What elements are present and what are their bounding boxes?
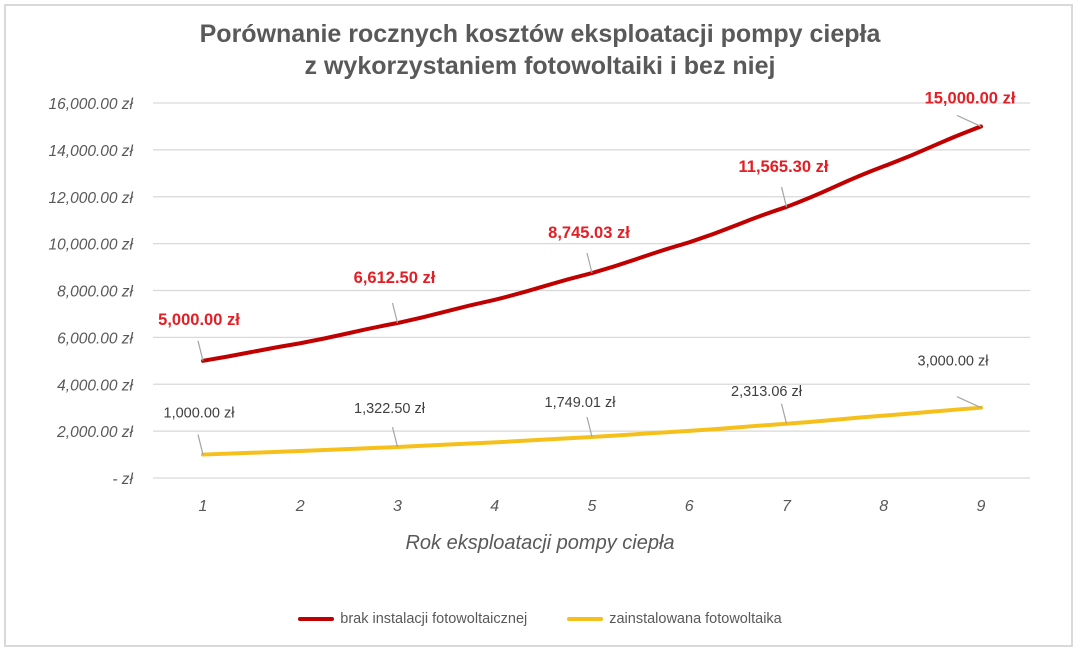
leader-line xyxy=(956,114,982,127)
y-tick-label: 10,000.00 zł xyxy=(49,237,134,254)
data-label: 11,565.30 zł xyxy=(739,158,829,176)
x-axis-title: Rok eksploatacji pompy ciepła xyxy=(405,532,675,554)
series-line-1 xyxy=(201,405,983,457)
x-tick-label: 9 xyxy=(977,498,986,515)
x-tick-label: 4 xyxy=(490,498,499,515)
leader-line xyxy=(586,416,593,438)
x-tick-label: 3 xyxy=(393,498,402,515)
gridlines xyxy=(153,102,1030,479)
y-tick-label: 4,000.00 zł xyxy=(57,377,133,394)
leader-line xyxy=(391,302,399,324)
data-label: 15,000.00 zł xyxy=(925,89,1016,107)
y-tick-label: 8,000.00 zł xyxy=(57,284,133,301)
x-tick-label: 5 xyxy=(588,498,597,515)
data-label: 1,000.00 zł xyxy=(164,406,236,422)
x-tick-label: 6 xyxy=(685,498,694,515)
leader-line xyxy=(586,252,593,274)
y-tick-label: 14,000.00 zł xyxy=(49,143,134,160)
y-tick-label: 16,000.00 zł xyxy=(49,96,134,113)
legend-item-no-pv[interactable]: brak instalacji fotowoltaicznej xyxy=(298,611,527,627)
x-tick-label: 2 xyxy=(295,498,305,515)
legend-label: zainstalowana fotowoltaika xyxy=(609,611,782,627)
y-tick-label: 2,000.00 zł xyxy=(56,424,133,441)
x-tick-label: 7 xyxy=(782,498,792,515)
x-tick-label: 1 xyxy=(199,498,208,515)
data-label: 2,313.06 zł xyxy=(731,384,803,400)
data-label: 8,745.03 zł xyxy=(548,224,630,242)
chart-title: Porównanie rocznych kosztów eksploatacji… xyxy=(0,18,1080,82)
chart-frame xyxy=(4,4,1073,647)
leader-line xyxy=(780,403,788,424)
legend-swatch-yellow xyxy=(567,617,604,621)
legend-label: brak instalacji fotowoltaicznej xyxy=(340,611,528,627)
data-label: 6,612.50 zł xyxy=(354,269,436,287)
legend-item-pv[interactable]: zainstalowana fotowoltaika xyxy=(567,611,782,627)
leader-line xyxy=(197,340,204,361)
x-tick-label: 8 xyxy=(879,498,888,515)
leader-line xyxy=(780,186,788,208)
y-axis-ticks: - zł 2,000.00 zł 4,000.00 zł 6,000.00 zł 8,0… xyxy=(49,96,134,488)
leader-line xyxy=(197,434,204,455)
legend: brak instalacji fotowoltaicznej zainstal… xyxy=(0,611,1080,627)
legend-swatch-red xyxy=(298,617,335,621)
data-labels: 5,000.00 zł 6,612.50 zł 8,745.03 zł 11,565.… xyxy=(158,89,1016,455)
data-label: 3,000.00 zł xyxy=(918,354,990,370)
data-label: 1,749.01 zł xyxy=(545,395,617,411)
leader-line xyxy=(391,426,399,448)
x-axis-ticks: 1 2 3 4 5 6 7 8 9 xyxy=(199,498,986,515)
data-label: 5,000.00 zł xyxy=(158,311,240,329)
y-tick-label: 12,000.00 zł xyxy=(49,190,134,207)
y-tick-label: - zł xyxy=(112,471,133,488)
leader-line xyxy=(956,396,982,409)
y-tick-label: 6,000.00 zł xyxy=(57,330,133,347)
chart-title-line-1: Porównanie rocznych kosztów eksploatacji… xyxy=(199,20,881,48)
chart-title-line-2: z wykorzystaniem fotowoltaiki i bez niej xyxy=(304,52,776,80)
data-label: 1,322.50 zł xyxy=(354,401,426,417)
